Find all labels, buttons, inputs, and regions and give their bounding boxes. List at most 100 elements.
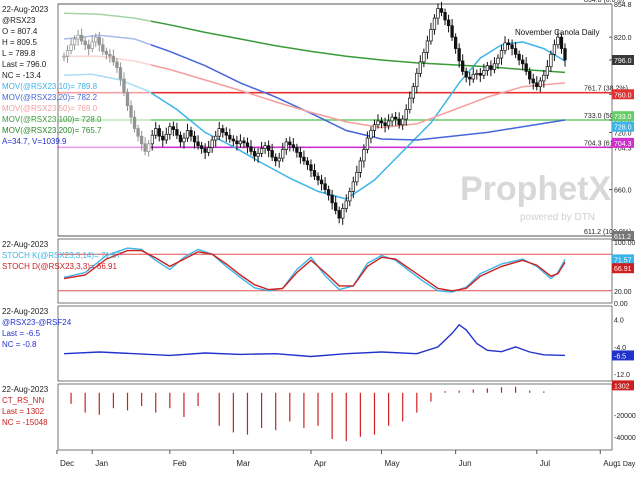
candle-body: [291, 144, 295, 148]
candle-body: [538, 80, 542, 88]
candle-body: [468, 76, 472, 80]
ma-label-2: MOV(@RSX23,50)= 769.0: [2, 104, 98, 113]
candle-body: [274, 156, 278, 162]
fib-label-0: 854.8 (0.0%): [584, 0, 624, 4]
candle-body: [157, 128, 161, 137]
candle-body: [330, 194, 334, 204]
candle-body: [161, 135, 165, 141]
candle-body: [422, 52, 426, 63]
candle-body: [175, 129, 179, 136]
spread-tick: -12.0: [614, 372, 630, 379]
price-badge-0-label: 796.0: [614, 58, 632, 65]
watermark-logo: ProphetX: [460, 170, 611, 208]
candle-body: [154, 128, 158, 136]
volume-text: A=34.7, V=1039.9: [2, 137, 67, 146]
price-badge-2-label: 733.0: [614, 114, 632, 121]
spread-legend-1: Last = -6.5: [2, 329, 41, 338]
price-badge-2-bg: [612, 111, 634, 122]
candle-body: [238, 140, 243, 145]
cot-tick: -40000: [614, 435, 636, 442]
candle-body: [207, 147, 211, 153]
cot-date: 22-Aug-2023: [2, 385, 49, 394]
candle-body: [478, 72, 482, 76]
month-label: Feb: [173, 459, 187, 468]
stoch-date: 22-Aug-2023: [2, 240, 49, 249]
cot-legend-1: Last = 1302: [2, 407, 45, 416]
spread-tick: 4.0: [614, 318, 624, 325]
ohlc-low: L = 789.8: [2, 49, 36, 58]
candle-body: [309, 164, 313, 171]
candle-body: [506, 42, 511, 46]
candle-body: [499, 50, 504, 59]
candle-body: [235, 140, 239, 145]
panel-frame-2: [57, 305, 613, 382]
candle-body: [341, 208, 345, 219]
candle-body: [203, 148, 207, 153]
candle-body: [284, 141, 288, 150]
month-label: Jul: [540, 459, 550, 468]
candle-body: [277, 157, 281, 162]
candle-body: [344, 200, 348, 209]
candle-body: [559, 36, 564, 49]
price-tick-label: 854.8: [614, 2, 632, 9]
candle-body: [355, 172, 359, 183]
candle-body: [510, 44, 514, 49]
candle-body: [199, 145, 204, 149]
legend-backdrop: [59, 5, 151, 205]
panel-frame-3: [57, 383, 613, 451]
ma-label-3: MOV(@RSX23,100)= 728.0: [2, 115, 102, 124]
price-badge-3-bg: [612, 121, 634, 132]
candle-body: [549, 53, 553, 68]
candle-body: [323, 183, 327, 190]
candle-body: [372, 124, 377, 131]
candle-body: [337, 210, 341, 219]
candle-body: [376, 120, 380, 126]
candle-body: [521, 59, 525, 65]
candle-body: [404, 109, 408, 120]
candle-body: [189, 130, 193, 137]
stoch-tick: 100.00: [614, 240, 636, 247]
candle-body: [513, 48, 518, 55]
candle-body: [245, 142, 250, 148]
candle-body: [319, 179, 324, 185]
candle-body: [326, 189, 331, 196]
candle-body: [178, 134, 183, 143]
candle-body: [182, 137, 186, 143]
price-badge-5-label: 611.2: [614, 234, 631, 241]
stoch-tick: 20.00: [614, 289, 632, 296]
candle-body: [196, 141, 200, 147]
candle-body: [217, 128, 221, 137]
stoch-panel: 22-Aug-2023 STOCH K(@RSX23,3,14)= 71.57 ST…: [2, 240, 636, 308]
month-label: Mar: [236, 459, 250, 468]
spread-line-0: [63, 323, 566, 358]
candle-body: [563, 48, 567, 61]
candle-body: [492, 63, 497, 70]
candle-body: [358, 160, 363, 173]
cot-tick: -20000: [614, 413, 636, 420]
month-label: Apr: [314, 459, 327, 468]
candle-body: [457, 48, 461, 62]
candle-body: [485, 65, 490, 71]
price-tick-label: 660.0: [614, 188, 632, 195]
candle-body: [436, 8, 440, 19]
candle-body: [302, 156, 306, 162]
spread-legend-0: @RSX23-@RSF24: [2, 318, 72, 327]
candle-body: [542, 74, 546, 82]
stoch-line-0: [63, 247, 566, 293]
fib-label-1: 761.7 (38.2%): [584, 86, 628, 93]
stoch-legend-0: STOCH K(@RSX23,3,14)= 71.57: [2, 251, 121, 260]
candle-body: [439, 8, 444, 13]
candle-body: [425, 40, 430, 53]
candle-body: [305, 160, 310, 166]
cot-badge-0-label: 1302: [614, 383, 630, 390]
candle-body: [249, 146, 253, 152]
candle-body: [464, 71, 468, 78]
candle-body: [259, 148, 264, 154]
stoch-badge-0-label: 71.57: [614, 257, 632, 264]
ohlc-net_change: NC = -13.4: [2, 71, 41, 80]
price-tick-label: 704.3: [614, 145, 632, 152]
candle-body: [408, 97, 412, 110]
stoch-tick: 0.00: [614, 301, 628, 308]
candle-body: [397, 118, 401, 126]
candle-body: [281, 149, 285, 159]
